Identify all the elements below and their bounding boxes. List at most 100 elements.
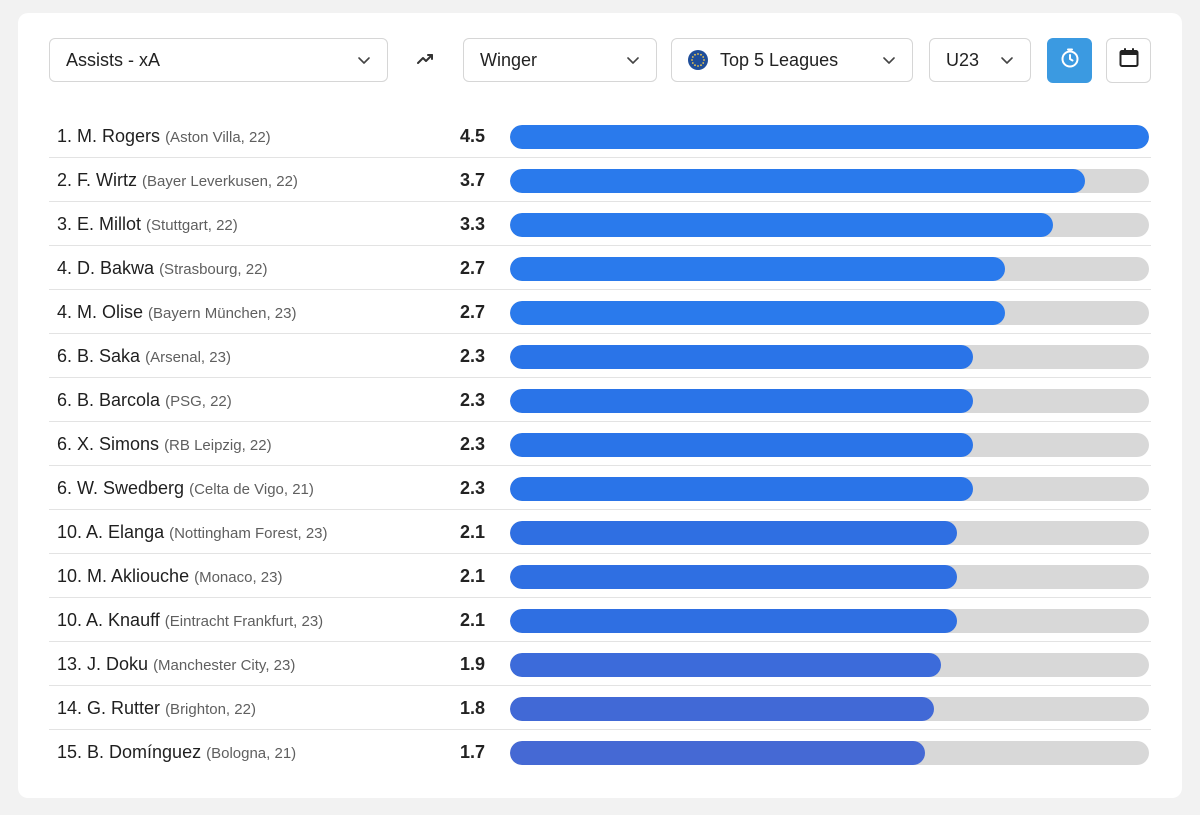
player-name: 10. A. Knauff (Eintracht Frankfurt, 23) [57, 598, 323, 642]
table-row[interactable]: 13. J. Doku (Manchester City, 23) 1.9 [49, 642, 1151, 686]
player-rank-name: 6. B. Saka [57, 346, 141, 366]
player-name: 2. F. Wirtz (Bayer Leverkusen, 22) [57, 158, 298, 202]
bar-fill [510, 301, 1006, 325]
position-select[interactable]: Winger [463, 38, 657, 82]
player-name: 4. M. Olise (Bayern München, 23) [57, 290, 296, 334]
player-name: 10. A. Elanga (Nottingham Forest, 23) [57, 510, 328, 554]
table-row[interactable]: 10. A. Elanga (Nottingham Forest, 23) 2.1 [49, 510, 1151, 554]
player-club-age: (Arsenal, 23) [145, 349, 231, 366]
bar-fill [510, 345, 974, 369]
stat-value: 2.3 [459, 346, 485, 366]
table-row[interactable]: 2. F. Wirtz (Bayer Leverkusen, 22) 3.7 [49, 158, 1151, 202]
table-row[interactable]: 3. E. Millot (Stuttgart, 22) 3.3 [49, 202, 1151, 246]
table-row[interactable]: 15. B. Domínguez (Bologna, 21) 1.7 [49, 730, 1151, 774]
player-club-age: (RB Leipzig, 22) [164, 437, 272, 454]
position-select-value: Winger [480, 49, 538, 70]
trending-up-icon[interactable] [416, 49, 436, 69]
table-row[interactable]: 4. D. Bakwa (Strasbourg, 22) 2.7 [49, 246, 1151, 290]
player-rank-name: 13. J. Doku [57, 654, 149, 674]
player-name: 6. B. Saka (Arsenal, 23) [57, 334, 231, 378]
stat-value: 1.7 [459, 742, 485, 762]
competition-select-value: Top 5 Leagues [720, 49, 839, 70]
player-club-age: (Monaco, 23) [194, 569, 283, 586]
player-name: 14. G. Rutter (Brighton, 22) [57, 686, 256, 730]
stat-value: 2.1 [459, 566, 485, 586]
table-row[interactable]: 6. B. Barcola (PSG, 22) 2.3 [49, 378, 1151, 422]
stat-value: 3.3 [459, 214, 485, 234]
bar-track [510, 477, 1149, 501]
table-row[interactable]: 6. X. Simons (RB Leipzig, 22) 2.3 [49, 422, 1151, 466]
bar-track [510, 433, 1149, 457]
player-name: 1. M. Rogers (Aston Villa, 22) [57, 114, 271, 158]
bar-fill [510, 653, 942, 677]
player-name: 4. D. Bakwa (Strasbourg, 22) [57, 246, 267, 290]
player-club-age: (Stuttgart, 22) [146, 217, 238, 234]
competition-select[interactable]: Top 5 Leagues [671, 38, 913, 82]
bar-track [510, 345, 1149, 369]
ranking-list: 1. M. Rogers (Aston Villa, 22) 4.5 2. F. W… [49, 114, 1151, 774]
player-rank-name: 10. A. Knauff [57, 610, 160, 630]
player-club-age: (Aston Villa, 22) [165, 129, 271, 146]
stat-value: 2.7 [459, 258, 485, 278]
player-club-age: (Nottingham Forest, 23) [169, 525, 328, 542]
metric-select[interactable]: Assists - xA [49, 38, 388, 82]
chevron-down-icon [882, 53, 896, 67]
bar-fill [510, 257, 1006, 281]
bar-track [510, 521, 1149, 545]
calendar-icon [1118, 47, 1140, 74]
bar-fill [510, 521, 958, 545]
bar-fill [510, 697, 934, 721]
stat-value: 1.8 [459, 698, 485, 718]
calendar-button[interactable] [1106, 38, 1151, 83]
player-rank-name: 4. M. Olise [57, 302, 144, 322]
chevron-down-icon [626, 53, 640, 67]
timer-toggle-button[interactable] [1047, 38, 1092, 83]
stat-value: 2.3 [459, 434, 485, 454]
player-rank-name: 6. X. Simons [57, 434, 160, 454]
table-row[interactable]: 10. A. Knauff (Eintracht Frankfurt, 23) 2… [49, 598, 1151, 642]
bar-track [510, 213, 1149, 237]
player-rank-name: 3. E. Millot [57, 214, 142, 234]
bar-track [510, 257, 1149, 281]
stat-value: 2.3 [459, 390, 485, 410]
age-group-select-value: U23 [946, 49, 980, 70]
stopwatch-icon [1059, 47, 1081, 74]
bar-track [510, 653, 1149, 677]
bar-fill [510, 169, 1086, 193]
player-rank-name: 2. F. Wirtz [57, 170, 137, 190]
table-row[interactable]: 1. M. Rogers (Aston Villa, 22) 4.5 [49, 114, 1151, 158]
player-rank-name: 6. B. Barcola [57, 390, 161, 410]
bar-track [510, 389, 1149, 413]
bar-track [510, 697, 1149, 721]
metric-select-value: Assists - xA [66, 49, 161, 70]
player-club-age: (Celta de Vigo, 21) [189, 481, 314, 498]
age-group-select[interactable]: U23 [929, 38, 1031, 82]
table-row[interactable]: 6. W. Swedberg (Celta de Vigo, 21) 2.3 [49, 466, 1151, 510]
player-name: 6. B. Barcola (PSG, 22) [57, 378, 232, 422]
stat-value: 2.1 [459, 610, 485, 630]
chevron-down-icon [357, 53, 371, 67]
player-rank-name: 10. M. Akliouche [57, 566, 190, 586]
player-club-age: (PSG, 22) [165, 393, 232, 410]
leaderboard-card: Assists - xA Winger [18, 13, 1182, 798]
table-row[interactable]: 6. B. Saka (Arsenal, 23) 2.3 [49, 334, 1151, 378]
player-rank-name: 10. A. Elanga [57, 522, 165, 542]
bar-fill [510, 433, 974, 457]
player-rank-name: 14. G. Rutter [57, 698, 161, 718]
stat-value: 3.7 [459, 170, 485, 190]
table-row[interactable]: 4. M. Olise (Bayern München, 23) 2.7 [49, 290, 1151, 334]
player-name: 3. E. Millot (Stuttgart, 22) [57, 202, 238, 246]
table-row[interactable]: 10. M. Akliouche (Monaco, 23) 2.1 [49, 554, 1151, 598]
player-rank-name: 4. D. Bakwa [57, 258, 155, 278]
bar-fill [510, 125, 1149, 149]
bar-fill [510, 213, 1054, 237]
bar-fill [510, 477, 974, 501]
player-name: 10. M. Akliouche (Monaco, 23) [57, 554, 282, 598]
table-row[interactable]: 14. G. Rutter (Brighton, 22) 1.8 [49, 686, 1151, 730]
bar-fill [510, 609, 958, 633]
player-name: 15. B. Domínguez (Bologna, 21) [57, 730, 296, 774]
europe-flag-icon [688, 50, 708, 70]
bar-track [510, 125, 1149, 149]
player-name: 6. W. Swedberg (Celta de Vigo, 21) [57, 466, 314, 510]
player-name: 13. J. Doku (Manchester City, 23) [57, 642, 295, 686]
